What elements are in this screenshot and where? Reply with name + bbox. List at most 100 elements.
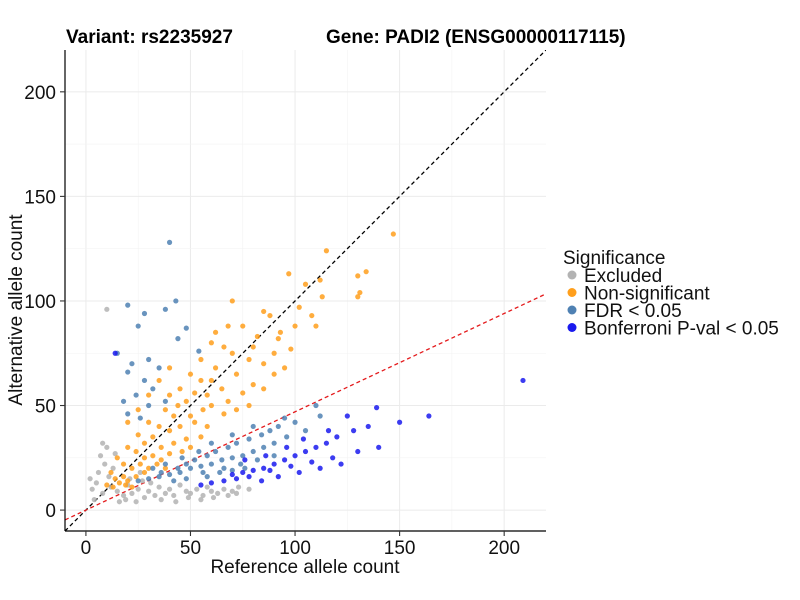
data-point	[146, 488, 152, 494]
data-point	[146, 392, 152, 398]
legend-marker	[567, 305, 577, 315]
x-tick-label: 150	[384, 538, 416, 559]
data-point	[100, 490, 106, 496]
data-point	[166, 239, 173, 245]
data-point	[166, 428, 173, 434]
data-point	[125, 302, 131, 308]
data-point	[198, 497, 204, 503]
data-point	[233, 490, 240, 496]
data-point	[250, 423, 256, 430]
data-point	[141, 377, 148, 384]
data-point	[158, 469, 164, 476]
data-point	[390, 231, 396, 237]
data-point	[156, 365, 162, 371]
data-point	[365, 423, 371, 430]
data-point	[125, 478, 131, 484]
data-point	[292, 453, 298, 459]
data-point	[204, 423, 210, 430]
data-point	[123, 497, 129, 503]
data-point	[271, 461, 277, 467]
data-point	[221, 344, 227, 350]
data-point	[135, 486, 141, 492]
data-point	[120, 474, 127, 480]
data-point	[133, 448, 139, 455]
data-point	[150, 465, 156, 471]
data-point	[275, 474, 281, 480]
data-point	[233, 407, 240, 413]
data-point	[246, 486, 252, 492]
data-point	[162, 398, 168, 404]
data-point	[152, 492, 158, 499]
data-point	[212, 329, 219, 335]
data-point	[91, 497, 97, 503]
data-point	[204, 453, 210, 459]
data-point	[187, 465, 194, 471]
ticks: 0 50 100 150 200 0 50 100 150 200	[24, 83, 520, 559]
data-point	[183, 488, 189, 494]
data-point	[292, 323, 298, 329]
data-point	[200, 407, 206, 413]
data-point	[93, 480, 99, 486]
data-point	[150, 453, 156, 459]
data-point	[284, 444, 290, 450]
data-point	[183, 476, 189, 482]
x-tick-label: 200	[488, 538, 520, 559]
data-point	[221, 465, 227, 471]
data-point	[129, 484, 135, 490]
data-point	[125, 419, 131, 425]
data-point	[426, 413, 432, 419]
data-point	[250, 382, 256, 388]
data-point	[162, 407, 168, 413]
data-point	[137, 469, 143, 476]
data-point	[261, 308, 267, 315]
chart-title-gene: Gene: PADI2 (ENSG00000117115)	[326, 27, 626, 48]
data-point	[208, 488, 214, 494]
data-point	[187, 444, 194, 450]
y-tick-label: 150	[24, 187, 56, 208]
y-tick-label: 100	[24, 292, 56, 313]
legend-label: Excluded	[584, 266, 662, 287]
data-point	[198, 482, 204, 488]
data-point	[275, 336, 281, 342]
data-point	[229, 488, 235, 494]
data-point	[141, 455, 148, 461]
reference-line-1	[65, 293, 546, 521]
data-point	[148, 480, 154, 486]
data-point	[123, 482, 129, 488]
data-point	[302, 448, 309, 455]
series	[87, 306, 252, 505]
data-point	[104, 306, 110, 312]
data-point	[261, 444, 267, 450]
data-point	[281, 457, 288, 463]
data-point	[171, 478, 177, 484]
data-point	[240, 390, 246, 396]
data-point	[204, 392, 210, 398]
data-point	[219, 386, 225, 392]
data-point	[212, 365, 219, 371]
data-point	[139, 478, 145, 484]
data-point	[338, 461, 344, 467]
data-point	[302, 281, 309, 287]
data-point	[120, 398, 127, 404]
data-point	[204, 474, 210, 480]
data-point	[102, 461, 108, 467]
data-point	[110, 465, 116, 471]
data-point	[171, 440, 177, 446]
data-point	[95, 469, 102, 476]
data-point	[133, 499, 139, 505]
data-point	[192, 390, 198, 396]
data-point	[183, 436, 189, 442]
data-point	[351, 428, 357, 434]
data-point	[208, 340, 214, 346]
data-point	[135, 323, 141, 329]
data-point	[173, 298, 179, 304]
data-point	[183, 461, 189, 467]
data-point	[208, 480, 214, 486]
data-point	[137, 461, 143, 467]
data-point	[240, 323, 246, 329]
data-point	[258, 432, 265, 438]
data-point	[275, 423, 281, 430]
data-point	[284, 434, 290, 440]
data-point	[146, 356, 152, 363]
data-point	[219, 457, 225, 463]
